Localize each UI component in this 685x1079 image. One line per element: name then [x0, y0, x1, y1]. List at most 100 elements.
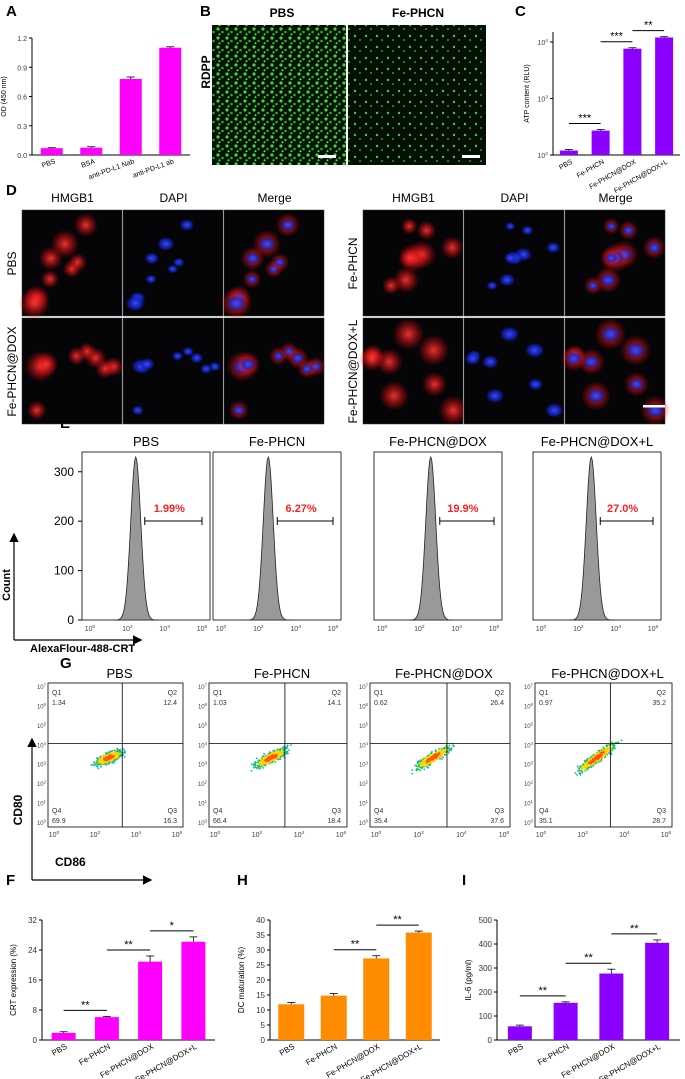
event-dot — [600, 757, 603, 760]
event-dot — [611, 746, 614, 749]
quadrant-value: 18.4 — [327, 818, 341, 825]
event-dot — [116, 758, 119, 760]
hmgb1-signal — [438, 395, 469, 426]
event-dot — [112, 753, 115, 756]
event-dot — [589, 762, 592, 765]
event-dot — [285, 747, 288, 750]
event-dot — [99, 757, 102, 760]
histogram-peak — [408, 455, 454, 621]
y-tick-label: 101 — [359, 799, 369, 807]
nucleus — [145, 274, 157, 284]
quadrant-name: Q4 — [52, 808, 61, 815]
x-tick-label: 102 — [413, 830, 424, 839]
x-tick-label: 100 — [49, 830, 60, 839]
quadrant-value: 0.62 — [374, 700, 388, 707]
nucleus — [625, 342, 646, 359]
quadrant-name: Q4 — [374, 808, 383, 815]
event-dot — [269, 751, 272, 754]
y-tick-label: 104 — [198, 741, 208, 749]
y-tick-label: 0 — [261, 1036, 266, 1045]
histogram-title: Fe-PHCN — [249, 434, 305, 449]
event-dot — [434, 755, 437, 758]
event-dot — [101, 755, 103, 758]
event-dot — [584, 769, 586, 772]
hmgb1-signal — [399, 247, 420, 269]
event-dot — [579, 771, 581, 774]
nucleus — [606, 222, 617, 231]
event-dot — [429, 754, 431, 757]
hmgb1-signal — [40, 269, 60, 289]
event-dot — [420, 761, 423, 764]
y-tick-label: 104 — [359, 741, 369, 749]
event-dot — [585, 764, 588, 767]
significance-stars: ** — [124, 939, 133, 951]
panel-g-flow-plots: PBS Q1 1.34 Q2 12.4 Q3 16.3 Q4 69.9 100 102 104 106 1… — [11, 666, 673, 885]
y-tick-label: 102 — [198, 780, 208, 788]
event-dot — [422, 766, 424, 768]
event-dot — [109, 755, 112, 758]
x-tick-label: 104 — [456, 830, 467, 839]
y-tick-label: 101 — [524, 799, 534, 807]
bar — [623, 48, 642, 155]
event-dot — [262, 761, 265, 764]
event-dot — [586, 761, 589, 763]
hmgb1-signal — [73, 212, 98, 237]
category-label: Fe-PHCN — [304, 1042, 339, 1067]
y-tick-label: 100 — [198, 819, 208, 827]
event-dot — [123, 756, 126, 758]
event-dot — [589, 757, 592, 759]
nucleus — [587, 281, 599, 291]
event-dot — [438, 754, 441, 757]
histogram-frame — [81, 451, 211, 621]
y-tick-label: 0 — [33, 1036, 38, 1045]
event-dot — [277, 758, 279, 761]
event-dot — [257, 767, 260, 769]
x-tick-label: 102 — [252, 830, 263, 839]
y-tick-label: 20 — [256, 976, 265, 985]
event-dot — [597, 755, 600, 757]
y-tick-label: 103 — [537, 95, 548, 104]
category-label: Fe-PHCN@DOX+L — [613, 159, 669, 195]
y-tick-label: 106 — [524, 702, 534, 710]
y-axis-label: OD (450 nm) — [1, 76, 8, 116]
event-dot — [611, 741, 614, 744]
event-dot — [442, 756, 445, 759]
histogram-peak — [245, 455, 291, 621]
nucleus — [628, 378, 645, 391]
event-dot — [118, 756, 121, 758]
quadrant-value: 26.4 — [490, 700, 504, 707]
event-dot — [259, 760, 262, 763]
bar — [181, 941, 206, 1040]
event-dot — [419, 765, 422, 768]
event-dot — [267, 752, 270, 755]
hmgb1-signal — [400, 217, 418, 235]
rdpp-image-pbs — [212, 25, 346, 165]
event-dot — [108, 761, 111, 764]
event-dot — [281, 750, 284, 752]
x-tick-label: 102 — [577, 830, 588, 839]
event-dot — [437, 750, 440, 752]
y-tick-label: 40 — [256, 916, 265, 925]
event-dot — [113, 760, 116, 762]
quadrant-value: 16.3 — [163, 818, 177, 825]
event-dot — [107, 756, 109, 759]
event-dot — [414, 764, 416, 767]
event-dot — [287, 749, 290, 752]
hmgb1-signal — [68, 252, 88, 272]
event-dot — [114, 758, 117, 761]
event-dot — [443, 749, 446, 752]
event-dot — [583, 767, 586, 770]
event-dot — [411, 772, 414, 775]
event-dot — [584, 761, 587, 764]
event-dot — [425, 757, 428, 759]
event-dot — [434, 749, 437, 751]
event-dot — [590, 755, 593, 758]
event-dot — [257, 759, 260, 762]
nucleus — [125, 295, 146, 312]
quadrant-name: Q1 — [539, 690, 548, 697]
y-tick-label: 200 — [479, 988, 493, 997]
y-tick-label: 0.3 — [17, 124, 27, 131]
y-tick-label: 103 — [198, 760, 208, 768]
event-dot — [419, 769, 422, 772]
